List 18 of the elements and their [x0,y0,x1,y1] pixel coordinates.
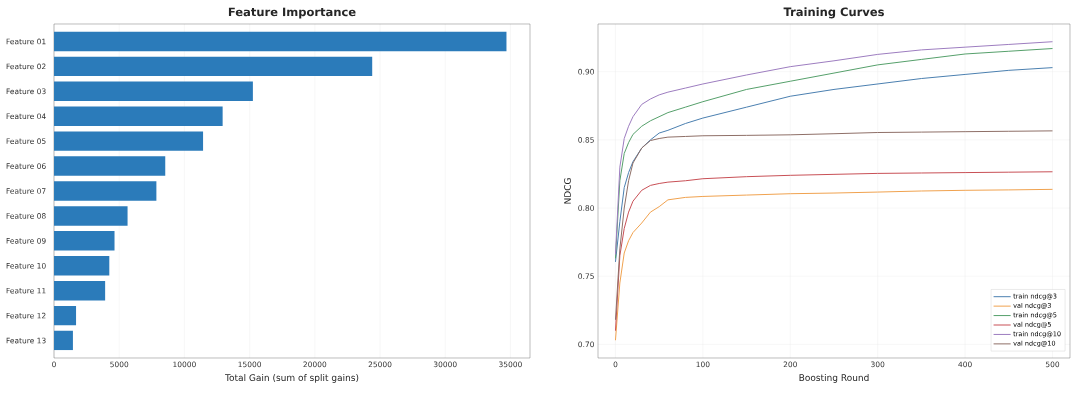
chart-title: Feature Importance [228,7,356,19]
bar [54,131,204,151]
x-axis-title: Total Gain (sum of split gains) [225,374,359,383]
bar [54,56,373,77]
bar [54,231,115,251]
bar [54,156,166,176]
bar [54,206,128,226]
bar [54,330,73,351]
bar [54,106,223,126]
x-axis-title: Boosting Round [799,374,869,383]
bar [54,31,507,52]
bar [54,181,157,201]
bar [54,305,77,326]
chart-title: Training Curves [783,7,884,19]
y-axis-title: NDCG [564,178,571,204]
bar [54,81,253,102]
bar [54,256,110,276]
bar [54,280,106,301]
